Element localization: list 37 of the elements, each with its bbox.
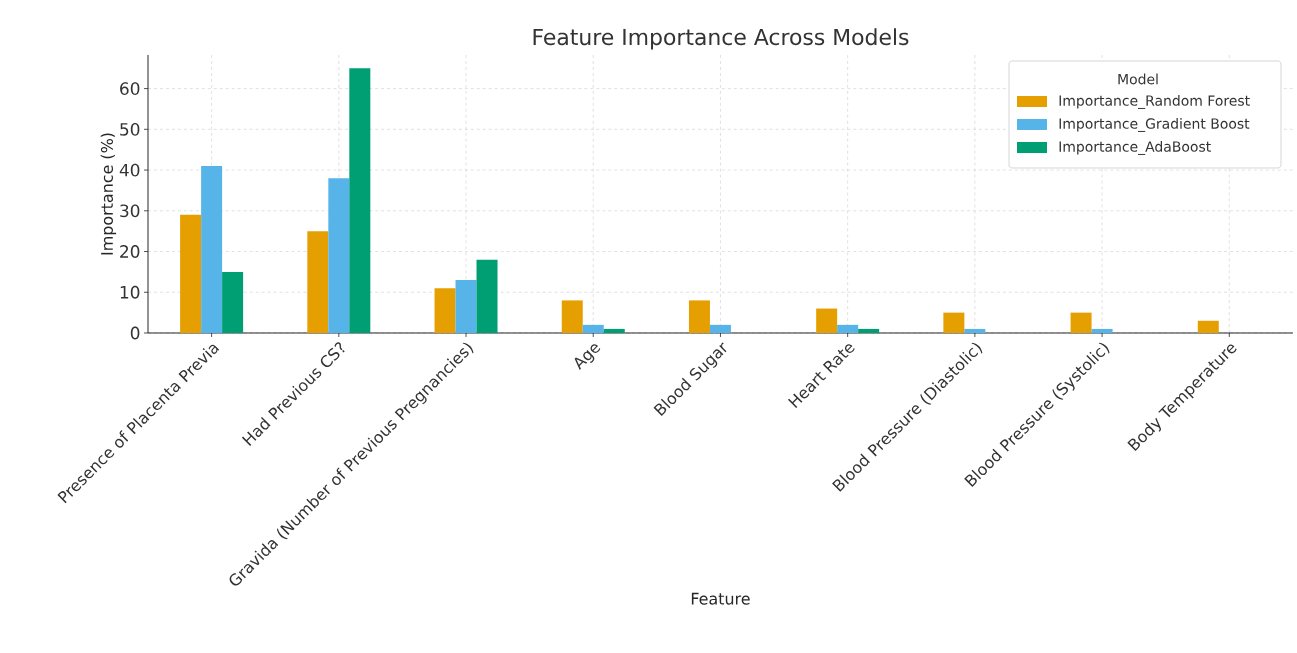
y-tick-label: 0 — [130, 326, 140, 340]
bar — [328, 178, 350, 333]
bar — [1091, 328, 1113, 333]
y-tick-label: 60 — [120, 82, 140, 95]
legend-label: Importance_AdaBoost — [1059, 141, 1211, 155]
legend-title: Model — [1118, 73, 1158, 85]
bar — [709, 324, 731, 333]
legend-label: Importance_Gradient Boost — [1059, 118, 1250, 132]
bar — [180, 214, 202, 333]
y-tick-label: 10 — [120, 285, 140, 299]
y-tick-label: 40 — [119, 163, 140, 177]
bar — [476, 259, 498, 333]
legend-label: Importance_Random Forest — [1059, 95, 1250, 109]
bar — [964, 328, 986, 333]
bar — [837, 324, 859, 333]
bar — [1070, 312, 1092, 333]
bar — [561, 300, 583, 333]
bar — [434, 288, 456, 333]
bar — [1197, 320, 1219, 333]
x-tick-label: Age — [574, 344, 601, 371]
y-tick-label: 50 — [120, 122, 140, 136]
bar — [201, 165, 223, 333]
bar — [688, 300, 710, 333]
x-axis-title: Feature — [691, 592, 750, 605]
bar — [222, 271, 244, 333]
bar — [455, 280, 477, 333]
bar — [816, 308, 838, 333]
bar — [349, 68, 371, 333]
y-axis-title: Importance (%) — [100, 133, 117, 255]
bar — [582, 324, 604, 333]
bar — [858, 328, 880, 333]
y-tick-label: 20 — [120, 245, 140, 258]
bar — [603, 328, 625, 333]
y-tick-label: 30 — [120, 204, 140, 218]
chart-title: Feature Importance Across Models — [533, 28, 909, 50]
bar — [307, 231, 329, 333]
bar — [943, 312, 965, 333]
